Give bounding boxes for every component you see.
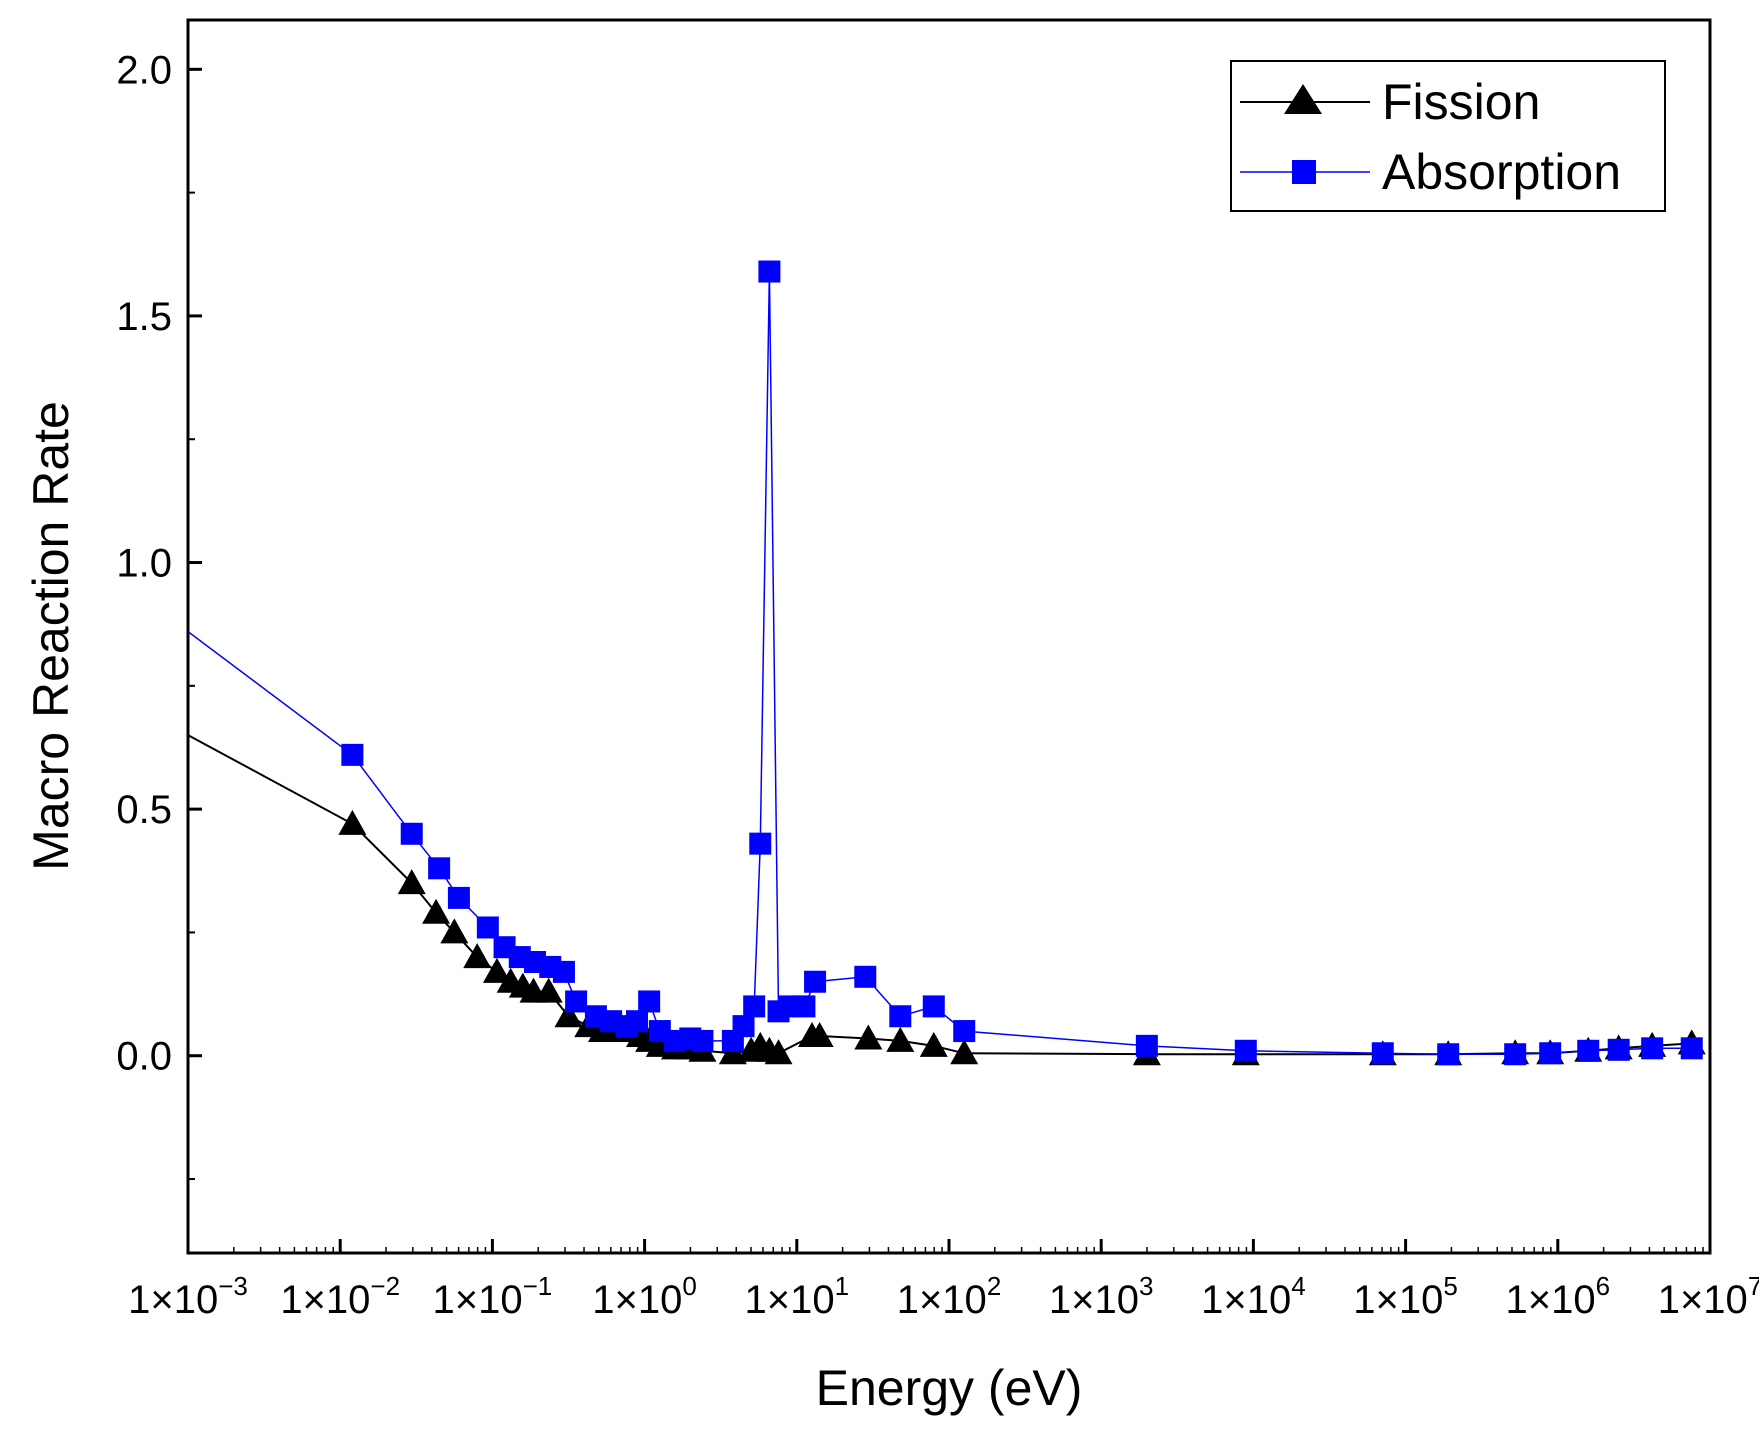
absorption-point — [743, 995, 766, 1018]
x-tick-label: 1×103 — [1049, 1271, 1154, 1322]
legend-label-fission: Fission — [1382, 74, 1540, 130]
series-line-absorption — [188, 271, 1692, 1055]
absorption-point — [565, 990, 588, 1013]
absorption-point — [1641, 1037, 1664, 1060]
absorption-point — [638, 990, 661, 1013]
absorption-point — [400, 822, 423, 845]
fission-point — [950, 1039, 979, 1065]
x-tick-label: 1×106 — [1506, 1271, 1611, 1322]
absorption-point — [1437, 1043, 1460, 1066]
absorption-point — [953, 1020, 976, 1043]
absorption-point — [804, 970, 827, 993]
absorption-point — [1234, 1039, 1257, 1062]
absorption-point — [922, 995, 945, 1018]
absorption-point — [1577, 1039, 1600, 1062]
absorption-point — [447, 886, 470, 909]
fission-point — [764, 1039, 793, 1065]
fission-point — [886, 1026, 915, 1052]
y-axis-title: Macro Reaction Rate — [23, 401, 79, 871]
absorption-point — [749, 832, 772, 855]
fission-point — [397, 869, 426, 895]
fission-point — [482, 957, 511, 983]
absorption-point — [341, 743, 364, 766]
y-tick-label: 0.5 — [116, 788, 172, 832]
x-tick-label: 1×100 — [592, 1271, 697, 1322]
series-absorption — [188, 260, 1703, 1066]
x-axis-title: Energy (eV) — [816, 1360, 1083, 1416]
absorption-point — [854, 965, 877, 988]
absorption-point — [758, 260, 781, 283]
x-tick-label: 1×101 — [745, 1271, 850, 1322]
y-tick-label: 0.0 — [116, 1035, 172, 1079]
fission-point — [919, 1031, 948, 1057]
absorption-point — [476, 916, 499, 939]
legend: Fission Absorption — [1230, 60, 1666, 212]
y-tick-label: 1.0 — [116, 542, 172, 586]
x-tick-label: 1×102 — [897, 1271, 1002, 1322]
y-axis: 0.0 0.5 1.0 1.5 2.0 — [116, 48, 202, 1181]
y-tick-label: 2.0 — [116, 48, 172, 92]
legend-label-absorption: Absorption — [1382, 144, 1621, 200]
absorption-point — [732, 1015, 755, 1038]
x-tick-label: 1×10−2 — [280, 1271, 400, 1322]
fission-point — [854, 1024, 883, 1050]
absorption-point — [428, 857, 451, 880]
fission-point — [338, 809, 367, 835]
x-tick-label: 1×10−1 — [433, 1271, 553, 1322]
series-fission — [188, 734, 1706, 1066]
absorption-point — [1680, 1037, 1703, 1060]
fission-point — [534, 977, 563, 1003]
absorption-point — [1539, 1042, 1562, 1065]
x-tick-label: 1×105 — [1353, 1271, 1458, 1322]
absorption-point — [793, 995, 816, 1018]
x-tick-label: 1×107 — [1658, 1271, 1759, 1322]
fission-point — [463, 943, 492, 969]
absorption-point — [1371, 1042, 1394, 1065]
legend-marker-fission — [1284, 84, 1322, 114]
fission-point — [554, 1002, 583, 1028]
absorption-point — [1135, 1034, 1158, 1057]
x-axis: 1×10−3 1×10−2 1×10−1 1×100 1×101 1×102 1×103 1×… — [128, 1239, 1759, 1322]
fission-point — [805, 1021, 834, 1047]
absorption-point — [1504, 1043, 1527, 1066]
absorption-point — [1607, 1038, 1630, 1061]
legend-marker-absorption — [1292, 160, 1316, 184]
x-tick-label: 1×10−3 — [128, 1271, 248, 1322]
absorption-point — [889, 1005, 912, 1028]
fission-point — [422, 898, 451, 924]
absorption-point — [552, 960, 575, 983]
x-tick-label: 1×104 — [1201, 1271, 1306, 1322]
legend-entry-fission: Fission — [1240, 74, 1540, 130]
absorption-point — [625, 1010, 648, 1033]
legend-entry-absorption: Absorption — [1240, 144, 1621, 200]
absorption-point — [691, 1029, 714, 1052]
y-tick-label: 1.5 — [116, 295, 172, 339]
series-layer — [188, 260, 1706, 1066]
fission-point — [440, 918, 469, 944]
